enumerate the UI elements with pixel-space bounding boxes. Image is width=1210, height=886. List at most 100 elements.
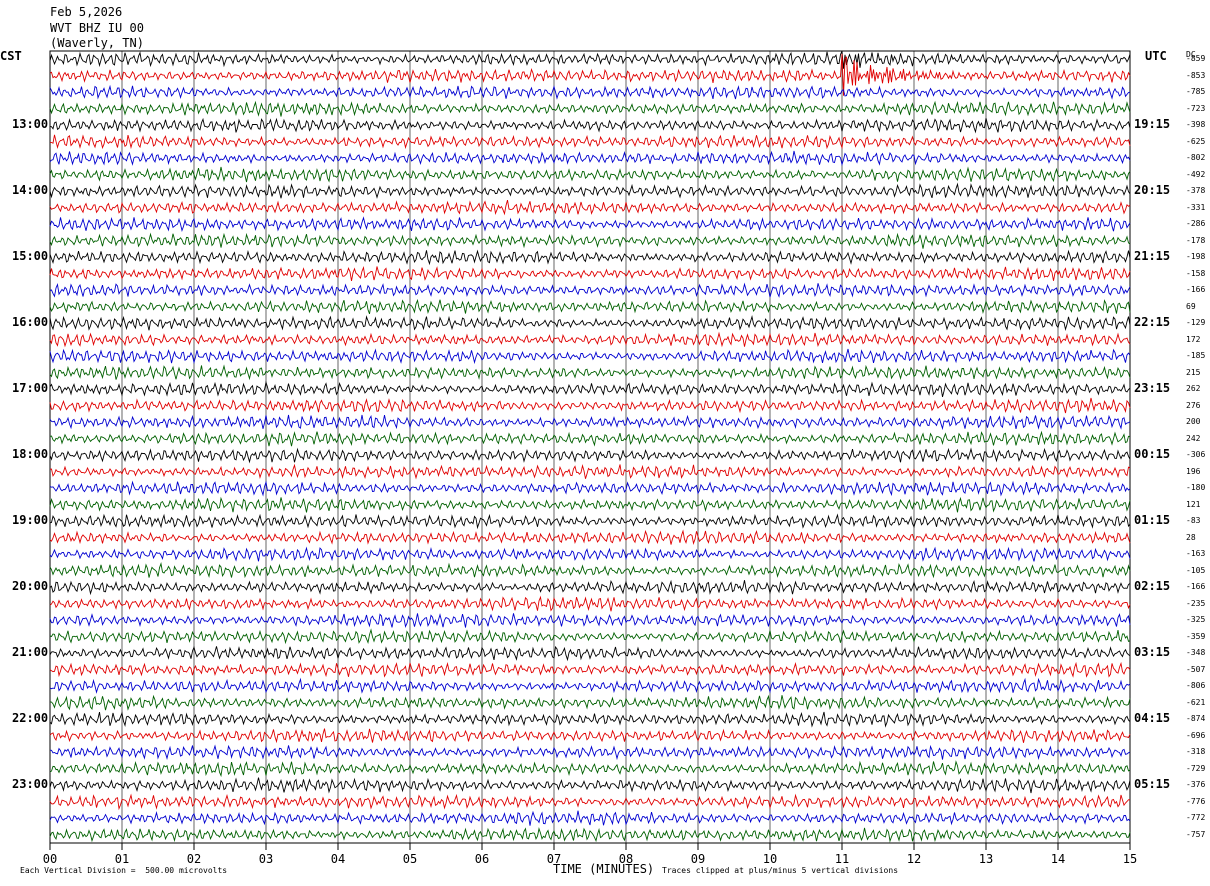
dc-offset-value: 196 [1186,466,1201,476]
dc-offset-value: -859 [1186,54,1206,64]
dc-offset-value: -376 [1186,780,1206,790]
x-tick-label: 00 [42,852,58,866]
seismic-trace [49,134,1131,150]
dc-offset-header: DC [1186,50,1196,59]
seismic-trace [49,232,1131,249]
seismic-trace [49,677,1131,694]
dc-offset-value: -348 [1186,648,1206,658]
seismic-trace [49,793,1131,811]
left-hour-label: 22:00 [12,711,49,726]
dc-offset-value: -772 [1186,813,1206,823]
seismic-trace [49,463,1131,480]
dc-offset-value: 215 [1186,367,1201,377]
seismic-trace [49,84,1131,100]
seismic-trace [49,826,1131,843]
x-tick-label: 09 [690,852,706,866]
dc-offset-value: -178 [1186,235,1206,245]
seismic-trace [49,595,1131,612]
scale-note: Each Vertical Division = 500.00 microvol… [20,866,228,875]
dc-offset-value: -757 [1186,829,1206,839]
dc-offset-value: 121 [1186,499,1201,509]
dc-offset-value: -625 [1186,136,1206,146]
seismic-trace [49,50,1131,69]
left-hour-label: 20:00 [12,579,49,594]
right-hour-label: 21:15 [1134,249,1171,264]
dc-offset-value: -166 [1186,285,1206,295]
clip-note: Traces clipped at plus/minus 5 vertical … [662,866,899,875]
seismic-trace [49,447,1131,464]
right-hour-label: 04:15 [1134,711,1171,726]
right-hour-label: 22:15 [1134,315,1171,330]
station-code: WVT BHZ IU 00 [50,21,144,35]
seismic-trace [49,546,1131,562]
seismic-trace [49,53,1131,96]
seismic-trace [49,728,1131,744]
left-hour-label: 21:00 [12,645,49,660]
dc-offset-value: 28 [1186,532,1196,542]
dc-offset-value: -853 [1186,70,1206,80]
left-hour-label: 15:00 [12,249,49,264]
seismic-trace [49,529,1131,545]
dc-offset-value: 262 [1186,384,1201,394]
dc-offset-value: -359 [1186,631,1206,641]
seismic-trace [49,760,1131,778]
seismic-trace [49,613,1131,628]
left-hour-label: 13:00 [12,117,49,132]
x-tick-label: 11 [834,852,850,866]
seismic-trace [49,166,1131,183]
x-tick-label: 07 [546,852,562,866]
seismic-trace [49,579,1131,596]
seismic-trace [49,380,1131,398]
seismic-trace [49,364,1131,381]
dc-offset-value: 172 [1186,334,1201,344]
dc-offset-value: -785 [1186,87,1206,97]
x-tick-label: 06 [474,852,490,866]
right-hour-label: 05:15 [1134,777,1171,792]
x-tick-label: 08 [618,852,634,866]
dc-offset-value: -166 [1186,582,1206,592]
dc-offset-value: -129 [1186,318,1206,328]
seismic-trace [49,249,1131,266]
dc-offset-value: 69 [1186,301,1196,311]
seismic-trace [49,496,1131,513]
right-hour-label: 03:15 [1134,645,1171,660]
x-tick-label: 10 [762,852,778,866]
dc-offset-value: -621 [1186,697,1206,707]
x-tick-label: 14 [1050,852,1066,866]
seismic-trace [49,661,1131,678]
dc-offset-value: -83 [1186,516,1201,526]
dc-offset-value: -874 [1186,714,1206,724]
seismic-trace [49,744,1131,761]
plot-date: Feb 5,2026 [50,5,123,19]
dc-offset-value: -180 [1186,483,1206,493]
left-hour-label: 18:00 [12,447,49,462]
right-hour-label: 23:15 [1134,381,1171,396]
dc-offset-value: -378 [1186,186,1206,196]
dc-offset-value: 242 [1186,433,1201,443]
dc-offset-value: -286 [1186,219,1206,229]
left-hour-label: 17:00 [12,381,49,396]
dc-offset-value: -492 [1186,169,1206,179]
seismic-trace [49,810,1131,826]
dc-offset-value: -158 [1186,268,1206,278]
seismic-trace [49,645,1131,662]
dc-offset-value: -306 [1186,450,1206,460]
dc-offset-value: -105 [1186,565,1206,575]
seismic-trace [49,711,1131,728]
seismic-trace [49,117,1131,134]
x-tick-label: 02 [186,852,202,866]
seismic-trace [49,315,1131,331]
left-hour-label: 23:00 [12,777,49,792]
right-hour-label: 19:15 [1134,117,1171,132]
dc-offset-value: -163 [1186,549,1206,559]
left-hour-label: 16:00 [12,315,49,330]
dc-offset-value: -802 [1186,153,1206,163]
x-tick-label: 15 [1122,852,1138,866]
seismic-trace [49,694,1131,711]
seismic-trace [49,628,1131,645]
left-hour-label: 14:00 [12,183,49,198]
dc-offset-value: -198 [1186,252,1206,262]
dc-offset-value: 276 [1186,400,1201,410]
station-location: (Waverly, TN) [50,36,144,50]
